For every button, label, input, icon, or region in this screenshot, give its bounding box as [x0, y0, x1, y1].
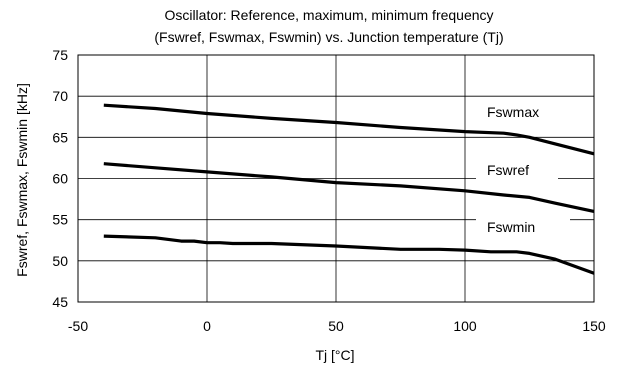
series-label-bg: [476, 217, 570, 243]
y-tick-label: 55: [52, 212, 68, 228]
x-tick-label: -50: [68, 318, 88, 334]
series-line-fswmin: [103, 234, 595, 275]
y-tick-label: 45: [52, 294, 68, 310]
x-tick-label: 50: [328, 318, 344, 334]
x-ticks: -50 0 50 100 150: [68, 318, 606, 334]
series-line-fswref: [103, 162, 595, 213]
series-label-fswref: Fswref: [487, 162, 529, 178]
chart-title-line-1: Oscillator: Reference, maximum, minimum …: [164, 7, 493, 23]
series-labels: Fswmax Fswref Fswmin: [476, 55, 595, 302]
x-axis-label: Tj [°C]: [315, 347, 354, 363]
y-tick-label: 60: [52, 171, 68, 187]
series-label-fswmin: Fswmin: [487, 219, 535, 235]
y-tick-label: 50: [52, 253, 68, 269]
series-label-bg: [476, 102, 552, 128]
y-tick-label: 65: [52, 129, 68, 145]
y-tick-label: 75: [52, 47, 68, 63]
chart-title-line-2: (Fswref, Fswmax, Fswmin) vs. Junction te…: [154, 29, 503, 45]
series-lines: [103, 103, 595, 275]
x-tick-label: 100: [453, 318, 477, 334]
x-tick-label: 150: [582, 318, 606, 334]
series-label-fswmax: Fswmax: [487, 104, 539, 120]
series-label-bg: [476, 160, 558, 184]
y-tick-label: 70: [52, 88, 68, 104]
y-axis-label: Fswref, Fswmax, Fswmin [kHz]: [14, 83, 30, 277]
series-line-fswmax: [103, 103, 595, 156]
x-tick-label: 0: [203, 318, 211, 334]
y-ticks: 45 50 55 60 65 70 75: [52, 47, 68, 310]
